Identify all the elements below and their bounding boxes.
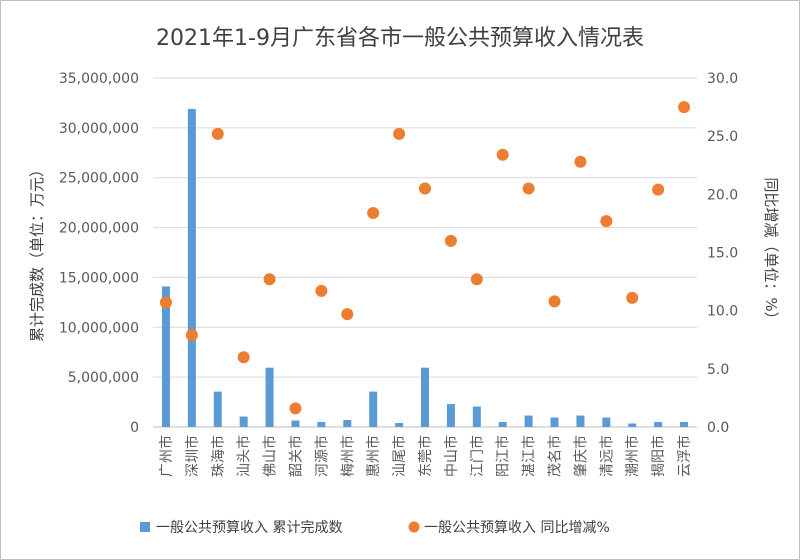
legend-bar-swatch (140, 522, 150, 532)
scatter-point (341, 308, 354, 321)
x-tick-label: 佛山市 (262, 435, 279, 477)
legend-dot-label: 一般公共预算收入 同比增减% (424, 520, 610, 536)
y-tick-label: 0 (130, 420, 139, 436)
bar (395, 423, 404, 427)
category-axis-labels: 广州市 深圳市 珠海市 汕头市 佛山市 韶关市 河源市 梅州市 惠州市 汕尾市 东莞市 中山市 江门市阳… (158, 435, 693, 477)
scatter-point (419, 182, 431, 195)
y2-tick-label: 20.0 (707, 187, 738, 203)
bar (187, 108, 196, 427)
y-tick-label: 35,000,000 (59, 71, 139, 87)
scatter-point (470, 273, 483, 286)
bar (421, 367, 429, 427)
legend-dot-swatch (408, 521, 420, 533)
x-tick-label: 河源市 (313, 435, 330, 477)
scatter-point (574, 155, 587, 168)
x-tick-label: 清远市 (598, 435, 615, 477)
y-tick-label: 15,000,000 (59, 270, 139, 286)
y2-axis-label: 同比增减（单位：%） (762, 177, 780, 326)
y2-tick-label: 0.0 (707, 420, 729, 436)
scatter-point (185, 329, 198, 342)
scatter-point (289, 402, 302, 415)
x-tick-label: 茂名市 (547, 435, 564, 477)
right-axis-ticks: 0.0 5.0 10.0 15.0 20.0 25.0 30.0 (707, 71, 738, 436)
legend: 一般公共预算收入 累计完成数 一般公共预算收入 同比增减% (140, 520, 610, 536)
scatter-point (237, 351, 250, 364)
y2-tick-label: 30.0 (707, 71, 738, 87)
x-tick-label: 梅州市 (339, 435, 356, 477)
x-tick-label: 阳江市 (495, 435, 512, 477)
bar (213, 391, 222, 427)
scatter-point (315, 284, 328, 297)
x-tick-label: 江门市 (469, 435, 486, 477)
bar (265, 367, 274, 427)
x-tick-label: 珠海市 (210, 435, 227, 477)
bar (680, 422, 689, 427)
left-axis-ticks: 0 5,000,000 10,000,000 15,000,000 20,000,000… (59, 71, 139, 436)
y2-tick-label: 15.0 (707, 246, 738, 262)
x-tick-label: 韶关市 (287, 435, 304, 477)
scatter-point (522, 182, 535, 195)
bar (369, 391, 378, 427)
scatter-point (626, 291, 639, 304)
scatter-point (496, 148, 509, 161)
bar (472, 406, 481, 427)
bar (576, 415, 585, 427)
bar (446, 404, 455, 427)
bar (317, 422, 326, 427)
x-tick-label: 肇庆市 (572, 435, 589, 477)
y-tick-label: 20,000,000 (59, 221, 139, 237)
scatter-point (159, 296, 172, 309)
bar (498, 422, 507, 427)
bar (239, 416, 248, 427)
scatter-point (393, 127, 406, 140)
x-tick-label: 湛江市 (521, 435, 538, 477)
bar (602, 417, 611, 427)
scatter-point (444, 234, 457, 247)
y-tick-label: 5,000,000 (68, 370, 139, 386)
bar (550, 417, 559, 427)
bar (654, 422, 663, 427)
bar (343, 420, 352, 427)
scatter-series (159, 101, 691, 415)
scatter-point (652, 183, 665, 196)
chart-title: 2021年1-9月广东省各市一般公共预算收入情况表 (156, 26, 644, 51)
x-tick-label: 潮州市 (624, 435, 641, 477)
bar-series (161, 108, 689, 427)
y-tick-label: 30,000,000 (59, 121, 139, 137)
scatter-point (678, 101, 691, 114)
y-axis-label: 累计完成数（单位：万元） (28, 162, 46, 342)
bar (524, 415, 533, 427)
scatter-point (367, 206, 380, 219)
x-tick-label: 惠州市 (365, 435, 382, 477)
y-tick-label: 10,000,000 (59, 320, 139, 336)
scatter-point (548, 295, 561, 308)
x-tick-label: 东莞市 (417, 435, 434, 477)
bar (291, 420, 300, 427)
y2-tick-label: 10.0 (707, 304, 738, 320)
x-tick-label: 深圳市 (184, 435, 201, 477)
x-tick-label: 汕尾市 (391, 435, 408, 477)
scatter-point (600, 215, 613, 228)
x-tick-label: 云浮市 (676, 435, 693, 477)
x-tick-label: 揭阳市 (650, 435, 667, 477)
y2-tick-label: 5.0 (707, 362, 729, 378)
x-tick-label: 汕头市 (236, 435, 253, 477)
x-tick-label: 广州市 (158, 435, 175, 477)
legend-bar-label: 一般公共预算收入 累计完成数 (156, 520, 342, 536)
y-tick-label: 25,000,000 (59, 171, 139, 187)
bar (161, 286, 170, 427)
x-tick-label: 中山市 (443, 435, 460, 477)
y2-tick-label: 25.0 (707, 129, 738, 145)
scatter-point (263, 273, 276, 286)
bar (628, 423, 637, 427)
scatter-point (211, 127, 224, 140)
